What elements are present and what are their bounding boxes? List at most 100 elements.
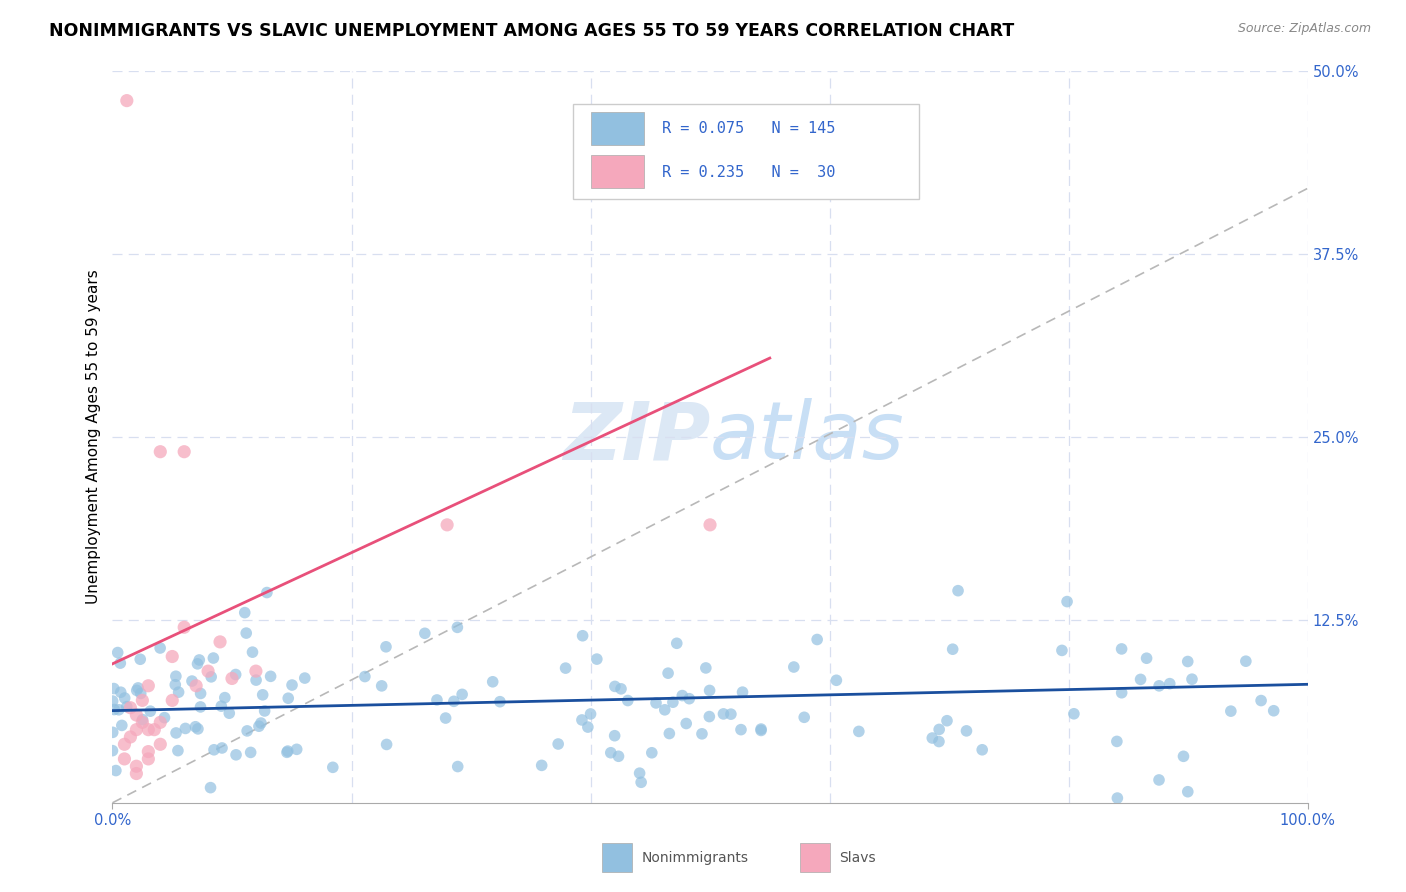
Point [610,681,633,696]
Point [1181,672,1204,686]
Point [129,652,152,666]
Point [436,517,458,532]
Point [167,685,190,699]
Point [202,651,225,665]
Point [658,726,681,740]
Point [162,693,183,707]
Point [173,444,195,458]
Point [197,664,219,678]
Bar [603,843,633,872]
Point [120,730,142,744]
Point [114,691,136,706]
Point [1111,686,1133,700]
Point [375,640,398,654]
Point [972,743,994,757]
Point [662,695,685,709]
Point [665,636,688,650]
Point [277,691,299,706]
Text: R = 0.075   N = 145: R = 0.075 N = 145 [662,121,835,136]
Point [571,713,593,727]
Point [184,720,207,734]
Point [928,723,950,737]
Point [1173,749,1195,764]
Point [115,94,138,108]
Point [139,704,162,718]
Point [221,672,243,686]
Point [236,723,259,738]
Point [1063,706,1085,721]
Point [125,683,148,698]
Bar [800,843,830,872]
Point [259,669,281,683]
Point [252,688,274,702]
Point [131,715,153,730]
Point [1177,785,1199,799]
Point [129,686,152,700]
Point [247,719,270,733]
Point [825,673,848,688]
Point [225,747,247,762]
Point [603,729,626,743]
Point [1147,679,1170,693]
Point [131,693,153,707]
Point [1129,673,1152,687]
Point [749,722,772,736]
Point [1263,704,1285,718]
Point [699,683,721,698]
Point [276,745,298,759]
Point [695,661,717,675]
Point [1219,704,1241,718]
Point [256,585,278,599]
Point [181,674,204,689]
Point [616,693,638,707]
Point [547,737,569,751]
Point [928,734,950,748]
Bar [591,155,644,188]
Text: R = 0.235   N =  30: R = 0.235 N = 30 [662,165,835,180]
Point [173,620,195,634]
Point [149,444,172,458]
Point [571,629,593,643]
Point [413,626,436,640]
Point [239,746,262,760]
Point [603,680,626,694]
Point [1105,734,1128,748]
Point [1107,791,1129,805]
Point [599,746,621,760]
Point [190,686,212,700]
Point [138,745,160,759]
Point [657,666,679,681]
Point [426,693,449,707]
Point [110,656,132,670]
Point [149,737,172,751]
Point [143,723,166,737]
Point [138,723,160,737]
Text: Nonimmigrants: Nonimmigrants [643,851,749,864]
Point [120,700,142,714]
Point [209,699,232,714]
Point [186,657,208,671]
Point [214,690,236,705]
Point [111,718,134,732]
Point [1177,655,1199,669]
Point [654,703,676,717]
Point [174,722,197,736]
Point [225,667,247,681]
Point [253,704,276,718]
Point [783,660,806,674]
Point [125,723,148,737]
Text: atlas: atlas [710,398,905,476]
Point [294,671,316,685]
Point [690,727,713,741]
Point [630,775,652,789]
Point [138,752,160,766]
Y-axis label: Unemployment Among Ages 55 to 59 years: Unemployment Among Ages 55 to 59 years [86,269,101,605]
Point [131,713,153,727]
Point [1056,594,1078,608]
Point [443,694,465,708]
Text: Source: ZipAtlas.com: Source: ZipAtlas.com [1237,22,1371,36]
Point [245,673,267,687]
FancyBboxPatch shape [572,104,920,200]
Point [530,758,553,772]
Point [1147,772,1170,787]
